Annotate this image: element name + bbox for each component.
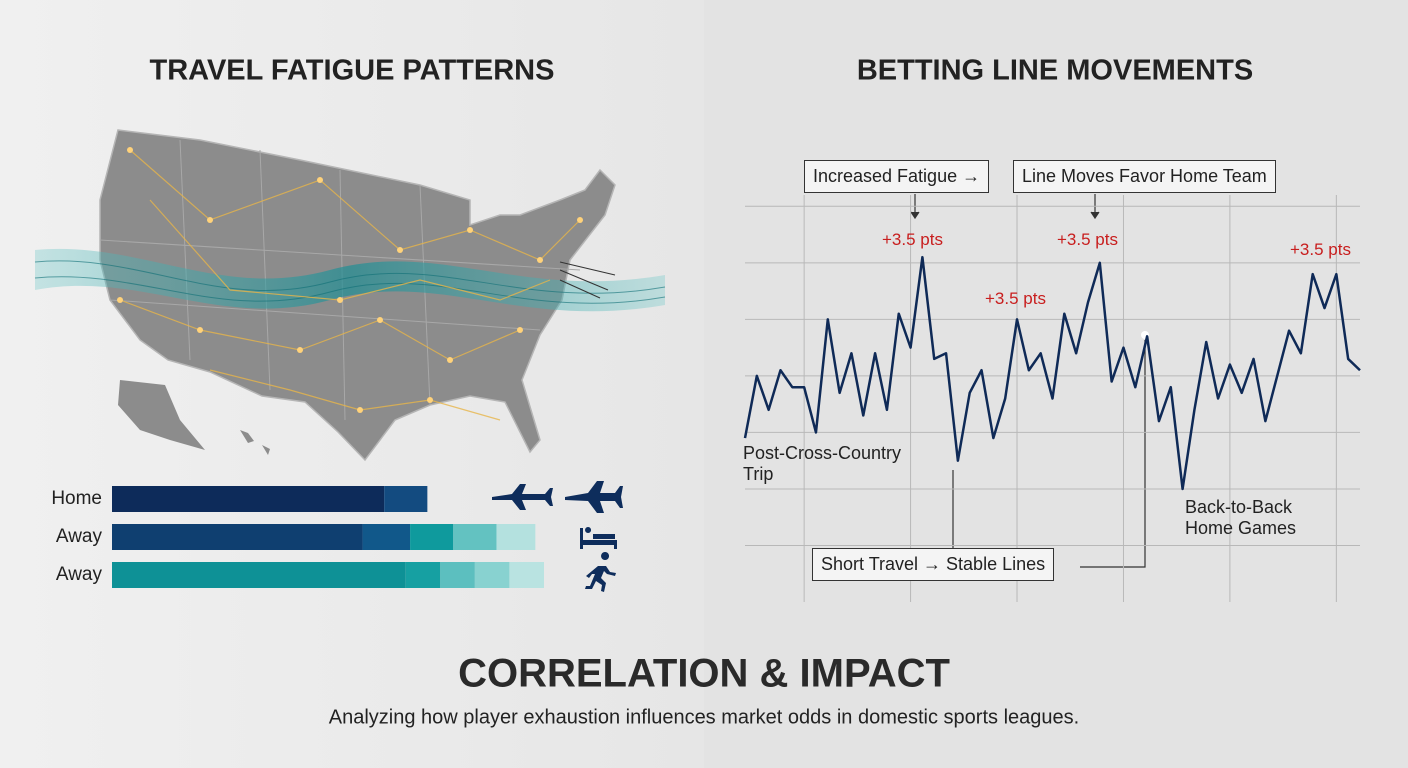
annotation: Short Travel → Stable Lines (812, 548, 1055, 581)
category-label: Away (56, 526, 103, 547)
annotation: Line Moves Favor Home Team (1013, 160, 1276, 193)
bar-segment (509, 562, 544, 588)
icons (492, 481, 623, 592)
line-series (743, 255, 1361, 491)
change-label: +3.5 pts (985, 289, 1046, 308)
change-label: +3.5 pts (882, 230, 943, 249)
change-label: +3.5 pts (1290, 240, 1351, 259)
category-label: Away (56, 564, 103, 585)
chart-title: BETTING LINE MOVEMENTS (857, 55, 1253, 87)
bar-segment (112, 562, 406, 588)
footer-title: CORRELATION & IMPACT (458, 652, 950, 696)
bar-segment (496, 524, 536, 550)
chart-title: TRAVEL FATIGUE PATTERNS (150, 55, 555, 87)
bar-segment (440, 562, 475, 588)
bar-segment (362, 524, 411, 550)
bar-segment (384, 486, 428, 512)
connectors (910, 194, 1146, 568)
bar-segment (453, 524, 497, 550)
bar-segment (112, 486, 385, 512)
bar-segment (405, 562, 441, 588)
us-map (34, 129, 666, 462)
bar-segment (474, 562, 510, 588)
category-label: Home (51, 488, 102, 509)
annotation: Back-to-Back Home Games (1185, 497, 1297, 538)
bar-segment (112, 524, 363, 550)
annotation: Post-Cross-Country Trip (743, 443, 902, 484)
change-label: +3.5 pts (1057, 230, 1118, 249)
annotation: Increased Fatigue → (804, 160, 990, 193)
footer-subtitle: Analyzing how player exhaustion influenc… (329, 706, 1079, 728)
bar-segment (410, 524, 454, 550)
